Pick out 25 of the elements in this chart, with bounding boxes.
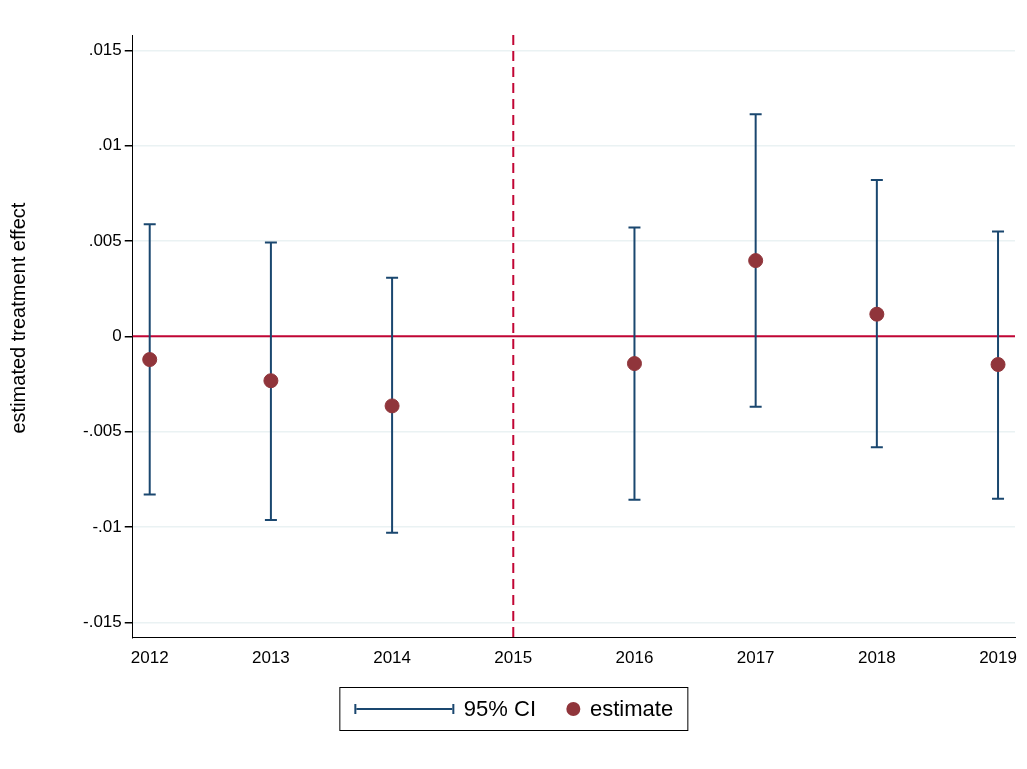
y-axis-title: estimated treatment effect [6,202,30,434]
point [869,306,885,322]
point [626,356,642,372]
x-tick-label: 2018 [857,648,896,668]
point [263,373,279,389]
text: 95% CI [463,696,536,722]
x-tick-label: 2012 [130,648,169,668]
point [384,398,400,414]
y-tick-label: -.005 [83,421,122,441]
y-tick-label: -.01 [92,516,122,536]
legend-label: estimate [590,696,674,722]
x-tick-label: 2019 [979,648,1017,668]
point [142,352,158,368]
y-tick-label: .005 [88,230,122,250]
x-tick-label: 2013 [251,648,290,668]
y-tick-label: -.015 [83,612,122,632]
y-tick-label: .01 [98,135,122,155]
point [748,253,764,269]
y-tick-label: 0 [112,325,122,345]
point [990,357,1006,373]
y-tick-label: .015 [88,39,122,59]
x-tick-label: 2017 [736,648,775,668]
x-tick-label: 2014 [373,648,412,668]
x-tick-label: 2015 [494,648,533,668]
x-tick-label: 2016 [615,648,654,668]
